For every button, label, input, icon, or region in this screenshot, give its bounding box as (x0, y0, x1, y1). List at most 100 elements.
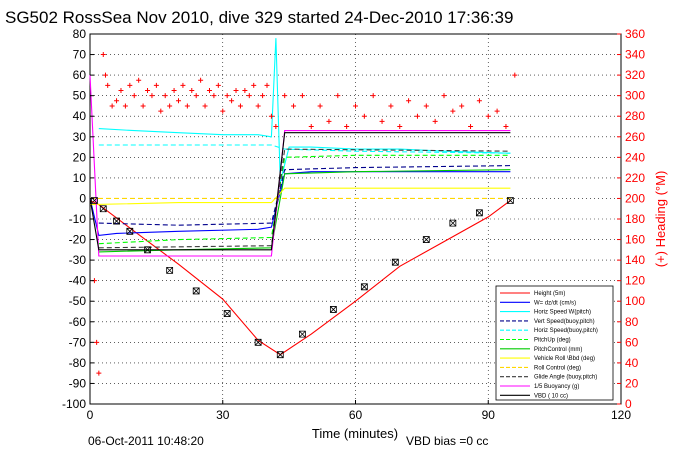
heading-series (91, 52, 518, 376)
left-tick-label-0: -100 (62, 397, 86, 411)
heading-point-2 (96, 370, 102, 376)
heading-point-29 (211, 93, 217, 99)
heading-point-12 (136, 77, 142, 83)
depth-marker-7 (223, 310, 231, 317)
heading-point-62 (441, 93, 447, 99)
heading-point-63 (450, 108, 456, 114)
left-tick-label-8: -20 (69, 233, 87, 247)
heading-point-24 (189, 88, 195, 94)
x-tick-label-0: 0 (87, 408, 94, 422)
heading-point-53 (361, 113, 367, 119)
x-tick-label-2: 60 (349, 408, 363, 422)
x-axis-label: Time (minutes) (312, 426, 398, 441)
heading-point-19 (167, 103, 173, 109)
heading-point-51 (344, 124, 350, 129)
heading-point-21 (176, 98, 181, 104)
heading-point-67 (485, 113, 491, 119)
heading-point-36 (242, 88, 248, 94)
depth-marker-5 (166, 266, 174, 274)
heading-point-4 (102, 72, 108, 78)
heading-point-34 (233, 88, 239, 94)
right-tick-label-14: 280 (625, 109, 645, 123)
legend-label-0: Height (5m) (534, 291, 565, 297)
legend-label-4: Horiz Speed(buoy,pitch) (534, 328, 598, 334)
series-2 (98, 38, 511, 183)
left-axis: -100-90-80-70-60-50-40-30-20-10010203040… (62, 27, 94, 411)
heading-point-17 (158, 108, 164, 114)
left-tick-label-15: 50 (73, 89, 87, 103)
left-tick-label-1: -90 (69, 376, 87, 390)
x-tick-label-4: 120 (611, 408, 631, 422)
x-tick-label-1: 30 (216, 408, 230, 422)
heading-point-25 (193, 93, 199, 99)
heading-point-5 (105, 82, 111, 88)
heading-point-45 (291, 103, 297, 109)
heading-point-33 (229, 98, 235, 104)
heading-point-41 (264, 82, 270, 88)
left-tick-label-9: -10 (69, 212, 87, 226)
heading-point-16 (153, 82, 159, 88)
right-tick-label-16: 320 (625, 68, 645, 82)
legend-label-3: Vert Speed(buoy,pitch) (534, 319, 595, 325)
series-10 (89, 75, 511, 257)
series-4 (98, 144, 511, 154)
heading-point-38 (251, 82, 257, 88)
heading-point-7 (114, 98, 120, 104)
right-tick-label-5: 100 (625, 294, 645, 308)
heading-point-8 (118, 88, 124, 94)
footer-bias: VBD bias =0 cc (406, 434, 488, 448)
heading-point-40 (260, 93, 266, 99)
right-tick-label-13: 260 (625, 130, 645, 144)
heading-point-30 (215, 82, 221, 88)
heading-point-22 (180, 82, 186, 88)
heading-point-64 (459, 103, 465, 109)
chart-title: SG502 RossSea Nov 2010, dive 329 started… (5, 8, 513, 27)
legend-label-10: 1/5 Buoyancy (g) (534, 384, 579, 390)
heading-point-11 (131, 93, 137, 99)
right-tick-label-4: 80 (625, 315, 639, 329)
heading-point-69 (503, 124, 509, 129)
left-tick-label-5: -50 (69, 294, 87, 308)
heading-point-9 (122, 103, 128, 109)
heading-point-55 (379, 118, 385, 124)
heading-point-57 (397, 124, 403, 129)
heading-point-65 (468, 124, 474, 129)
heading-point-52 (353, 103, 358, 109)
heading-point-15 (149, 93, 155, 99)
heading-point-59 (414, 113, 420, 119)
right-tick-label-9: 180 (625, 212, 645, 226)
left-tick-label-3: -70 (69, 335, 87, 349)
right-tick-label-18: 360 (625, 27, 645, 41)
right-tick-label-3: 60 (625, 335, 639, 349)
legend-label-7: Vehicle Roll \Bbd (deg) (534, 356, 595, 362)
heading-point-14 (145, 88, 151, 94)
heading-point-50 (335, 93, 341, 99)
right-tick-label-1: 20 (625, 376, 639, 390)
right-tick-label-0: 0 (625, 397, 632, 411)
left-tick-label-6: -40 (69, 274, 87, 288)
depth-marker-12 (360, 283, 368, 291)
legend-label-8: Roll Control (deg) (534, 365, 581, 371)
heading-point-32 (224, 93, 230, 99)
depth-marker-15 (449, 219, 457, 227)
depth-marker-11 (329, 306, 337, 313)
depth-marker-14 (422, 236, 430, 243)
heading-point-31 (220, 108, 226, 114)
right-tick-label-17: 340 (625, 48, 645, 62)
depth-marker-6 (192, 287, 200, 295)
gridlines (90, 34, 621, 404)
left-tick-label-10: 0 (79, 191, 86, 205)
legend-label-1: W= dz/dt (cm/s) (534, 300, 576, 306)
heading-point-56 (388, 103, 394, 109)
depth-markers (91, 197, 514, 359)
heading-point-20 (171, 88, 177, 94)
depth-marker-1 (99, 205, 107, 213)
heading-point-49 (326, 118, 332, 124)
legend-label-6: PitchControl (mm) (534, 347, 582, 353)
legend-box (495, 285, 614, 401)
left-tick-label-2: -80 (69, 356, 87, 370)
right-tick-label-7: 140 (625, 253, 645, 267)
heading-point-43 (273, 124, 279, 129)
heading-point-3 (100, 52, 106, 58)
